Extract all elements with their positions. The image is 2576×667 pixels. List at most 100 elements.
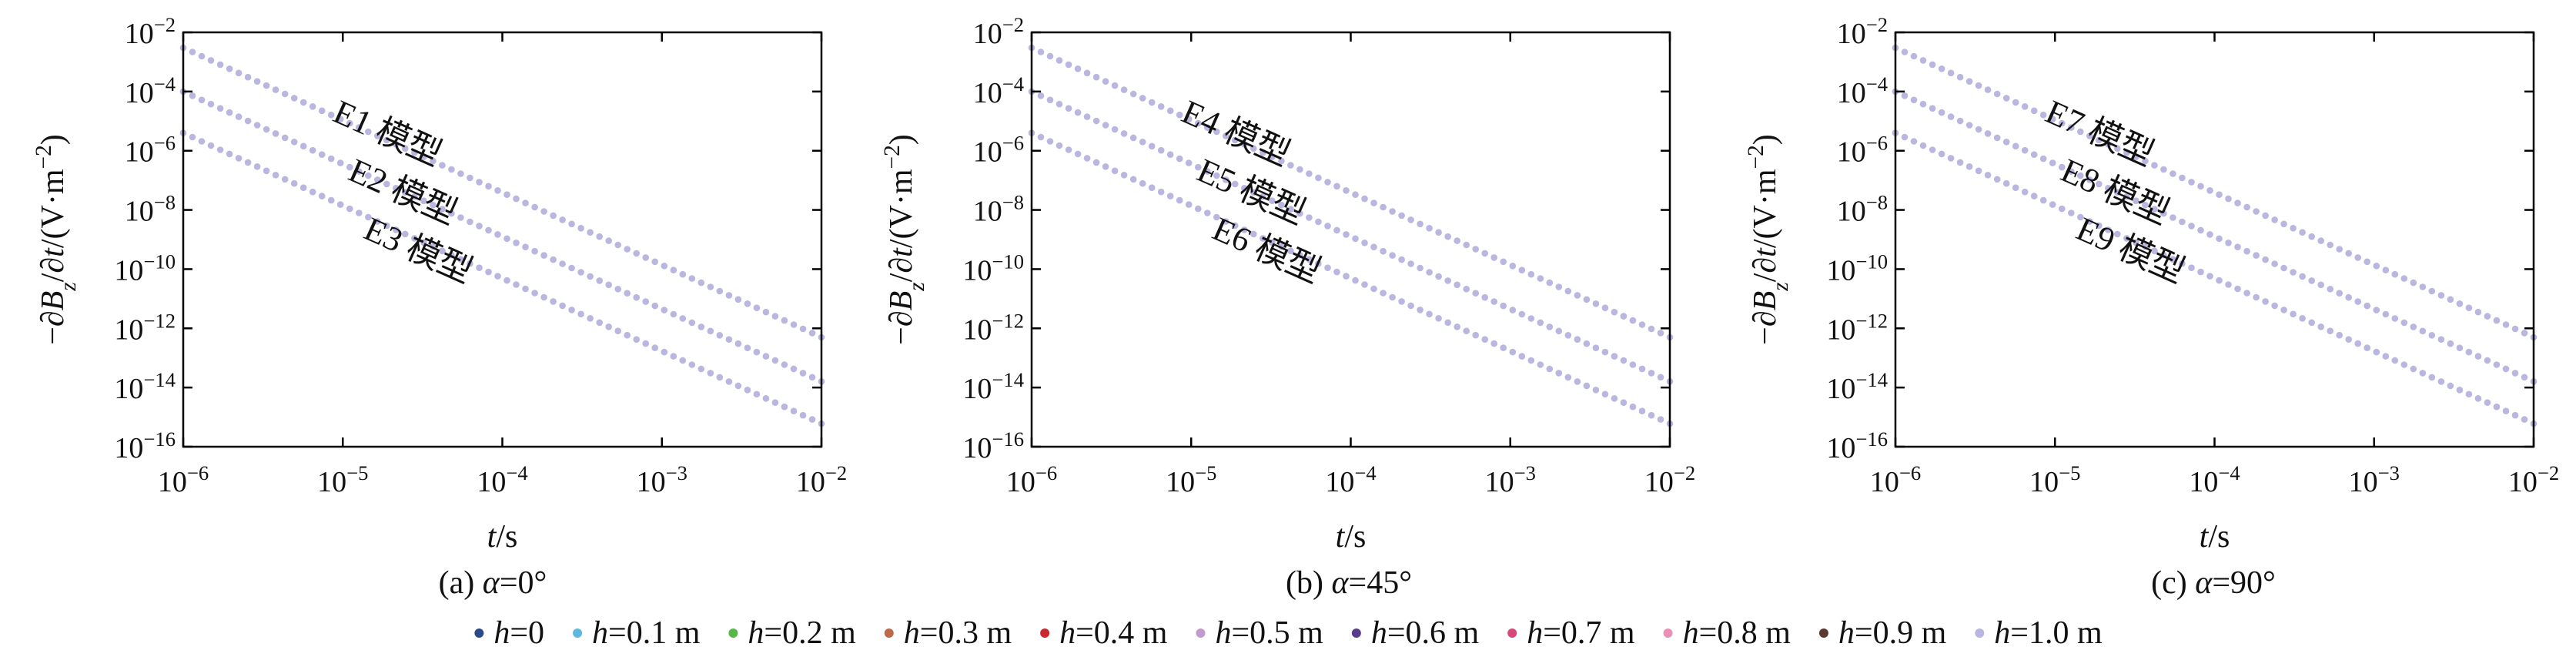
y-axis-label: −∂Bz/∂t/(V·m−2) — [1744, 134, 1793, 345]
data-point-series-3 — [2179, 260, 2186, 267]
data-point-series-1 — [1223, 132, 1229, 139]
data-point-series-1 — [272, 86, 279, 93]
data-point-series-2 — [698, 323, 705, 330]
data-point-series-2 — [1195, 163, 1202, 171]
data-point-series-1 — [2049, 116, 2056, 122]
data-point-series-2 — [651, 302, 658, 310]
data-point-series-2 — [1398, 256, 1405, 263]
data-point-series-1 — [1380, 203, 1387, 211]
data-point-series-1 — [374, 132, 381, 139]
data-point-series-3 — [651, 344, 658, 351]
legend-item: h=0.3 m — [884, 615, 1012, 651]
data-point-series-1 — [1157, 103, 1165, 110]
data-point-series-2 — [1315, 218, 1322, 226]
legend-label: h=0.1 m — [592, 615, 701, 651]
data-point-series-1 — [2447, 296, 2454, 303]
data-point-series-2 — [2068, 168, 2075, 175]
data-point-series-2 — [808, 374, 816, 381]
data-point-series-1 — [336, 116, 344, 122]
data-point-series-1 — [1092, 73, 1100, 81]
data-point-series-3 — [2521, 416, 2528, 423]
data-point-series-1 — [383, 136, 390, 144]
data-point-series-3 — [1083, 155, 1091, 162]
data-point-series-3 — [2068, 209, 2075, 216]
data-point-series-1 — [1574, 292, 1581, 299]
y-tick-label: 10−12 — [962, 309, 1024, 346]
data-point-series-1 — [568, 220, 575, 228]
data-point-series-3 — [494, 273, 501, 280]
y-tick-label: 10−10 — [114, 250, 176, 287]
data-point-series-1 — [1965, 78, 1973, 85]
data-point-series-3 — [2447, 382, 2454, 390]
y-axis-label: −∂Bz/∂t/(V·m−2) — [32, 134, 81, 345]
data-point-series-3 — [336, 201, 344, 208]
data-point-series-3 — [356, 209, 363, 216]
data-point-series-1 — [503, 191, 510, 198]
data-point-series-2 — [2086, 176, 2093, 183]
data-point-series-1 — [605, 237, 612, 244]
data-point-series-3 — [485, 268, 492, 276]
y-tick-label: 10−8 — [1837, 191, 1888, 228]
data-point-series-1 — [1435, 229, 1442, 236]
y-tick-label: 10−2 — [1837, 13, 1888, 50]
data-point-series-3 — [2410, 365, 2417, 373]
data-point-series-2 — [2271, 260, 2278, 267]
data-point-series-3 — [1250, 230, 1257, 238]
data-point-series-1 — [1361, 195, 1368, 203]
legend-label: h=0.9 m — [1838, 615, 1947, 651]
data-point-series-1 — [1333, 183, 1340, 190]
data-point-series-2 — [1389, 252, 1396, 259]
model-annotation-3: E3 模型 — [359, 209, 478, 290]
data-point-series-3 — [235, 155, 243, 162]
data-point-series-2 — [1083, 113, 1091, 120]
data-point-series-2 — [1490, 298, 1497, 305]
data-point-series-2 — [762, 353, 770, 360]
data-point-series-2 — [1910, 96, 1918, 104]
data-point-series-2 — [374, 176, 381, 183]
data-point-series-3 — [698, 365, 705, 373]
data-point-series-1 — [281, 90, 289, 98]
data-point-series-2 — [2400, 319, 2408, 327]
legend-label: h=0.5 m — [1215, 615, 1323, 651]
data-point-series-3 — [2170, 256, 2176, 263]
data-point-series-2 — [1046, 96, 1054, 104]
data-point-series-2 — [476, 223, 483, 230]
data-point-series-2 — [1166, 151, 1174, 158]
data-point-series-1 — [1074, 65, 1082, 72]
legend-marker — [1818, 628, 1828, 638]
data-point-series-1 — [716, 287, 724, 295]
panel-caption: (b) α=45° — [1286, 565, 1412, 601]
data-point-series-1 — [1407, 216, 1414, 223]
data-point-series-2 — [707, 327, 714, 335]
data-point-series-2 — [1956, 117, 1964, 125]
data-point-series-3 — [290, 179, 298, 187]
data-point-series-3 — [1518, 353, 1526, 360]
data-point-series-2 — [1620, 357, 1628, 364]
data-point-series-2 — [1250, 189, 1257, 196]
data-point-series-3 — [1975, 167, 1982, 175]
data-point-series-1 — [1213, 128, 1220, 136]
data-point-series-3 — [1148, 184, 1156, 191]
data-points — [1892, 44, 2538, 427]
data-point-series-1 — [1648, 325, 1655, 333]
data-point-series-2 — [1500, 302, 1507, 310]
y-tick-label: 10−10 — [1826, 250, 1888, 287]
data-point-series-3 — [1472, 331, 1479, 339]
data-point-series-1 — [253, 78, 261, 85]
data-point-series-1 — [744, 300, 751, 307]
data-point-series-2 — [1260, 193, 1266, 200]
data-point-series-3 — [1527, 357, 1535, 364]
data-point-series-1 — [226, 65, 233, 72]
data-point-series-3 — [734, 382, 742, 390]
data-point-series-2 — [1120, 130, 1128, 137]
data-point-series-2 — [624, 290, 631, 297]
data-point-series-2 — [272, 130, 279, 137]
data-point-series-3 — [605, 323, 612, 330]
data-point-series-2 — [336, 159, 344, 166]
data-point-series-2 — [318, 151, 326, 158]
data-point-series-2 — [2123, 193, 2130, 200]
data-point-series-1 — [1111, 82, 1119, 89]
legend-label: h=0.4 m — [1059, 615, 1168, 651]
data-point-series-1 — [799, 325, 807, 333]
data-point-series-2 — [2002, 139, 2010, 146]
